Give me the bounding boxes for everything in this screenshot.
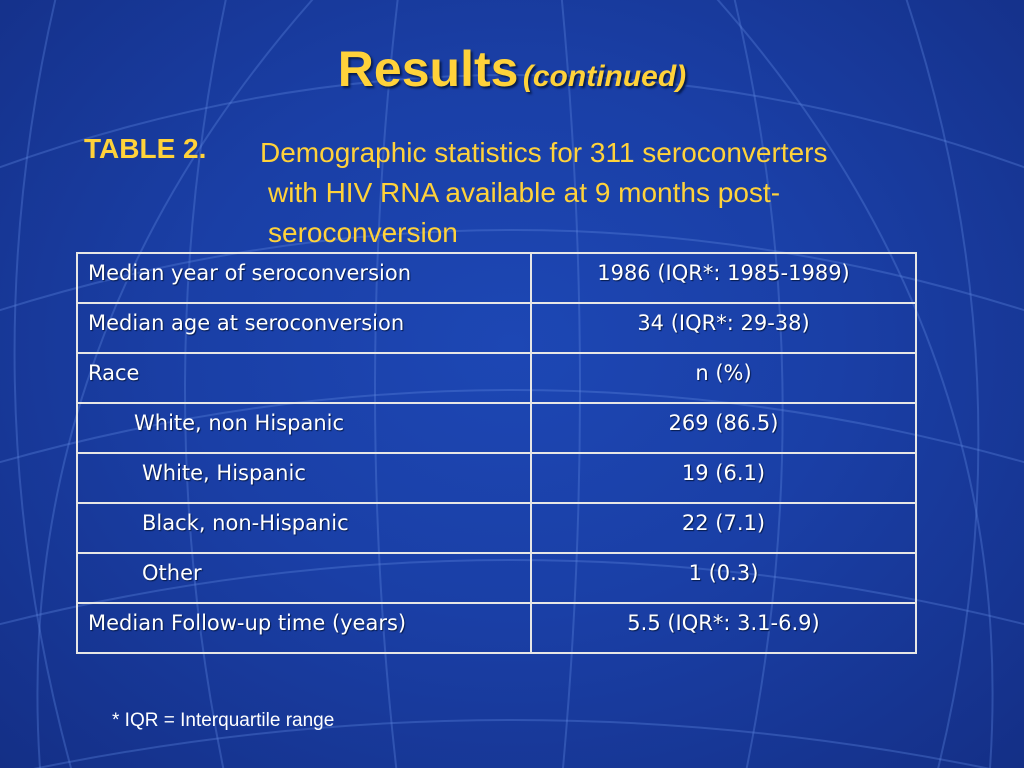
table-row: Other 1 (0.3) (76, 552, 917, 604)
slide-title: Results (continued) (0, 40, 1024, 98)
row-value: 5.5 (IQR*: 3.1-6.9) (530, 602, 917, 654)
row-value: 269 (86.5) (530, 402, 917, 454)
row-label: Median Follow-up time (years) (76, 602, 532, 654)
row-value: n (%) (530, 352, 917, 404)
row-label: Race (76, 352, 532, 404)
demographics-table: Median year of seroconversion 1986 (IQR*… (76, 252, 917, 654)
row-label: Median year of seroconversion (76, 252, 532, 304)
table-label: TABLE 2. (84, 133, 207, 164)
table-row: Black, non-Hispanic 22 (7.1) (76, 502, 917, 554)
row-label: Median age at seroconversion (76, 302, 532, 354)
table-caption: Demographic statistics for 311 seroconve… (260, 133, 988, 253)
caption-line: Demographic statistics for 311 seroconve… (260, 137, 828, 168)
row-value: 1986 (IQR*: 1985-1989) (530, 252, 917, 304)
row-label: Black, non-Hispanic (76, 502, 532, 554)
table-row: White, Hispanic 19 (6.1) (76, 452, 917, 504)
row-label: White, Hispanic (76, 452, 532, 504)
row-value: 1 (0.3) (530, 552, 917, 604)
row-value: 34 (IQR*: 29-38) (530, 302, 917, 354)
table-row: Median Follow-up time (years) 5.5 (IQR*:… (76, 602, 917, 654)
row-label: White, non Hispanic (76, 402, 532, 454)
footnote: * IQR = Interquartile range (112, 710, 335, 731)
row-value: 19 (6.1) (530, 452, 917, 504)
table-row: Race n (%) (76, 352, 917, 404)
caption-line: seroconversion (268, 217, 458, 248)
title-subtitle: (continued) (522, 60, 687, 93)
table-row: Median year of seroconversion 1986 (IQR*… (76, 252, 917, 304)
title-main: Results (337, 41, 519, 97)
row-label: Other (76, 552, 532, 604)
caption-line: with HIV RNA available at 9 months post- (268, 177, 781, 208)
row-value: 22 (7.1) (530, 502, 917, 554)
table-row: White, non Hispanic 269 (86.5) (76, 402, 917, 454)
table-row: Median age at seroconversion 34 (IQR*: 2… (76, 302, 917, 354)
